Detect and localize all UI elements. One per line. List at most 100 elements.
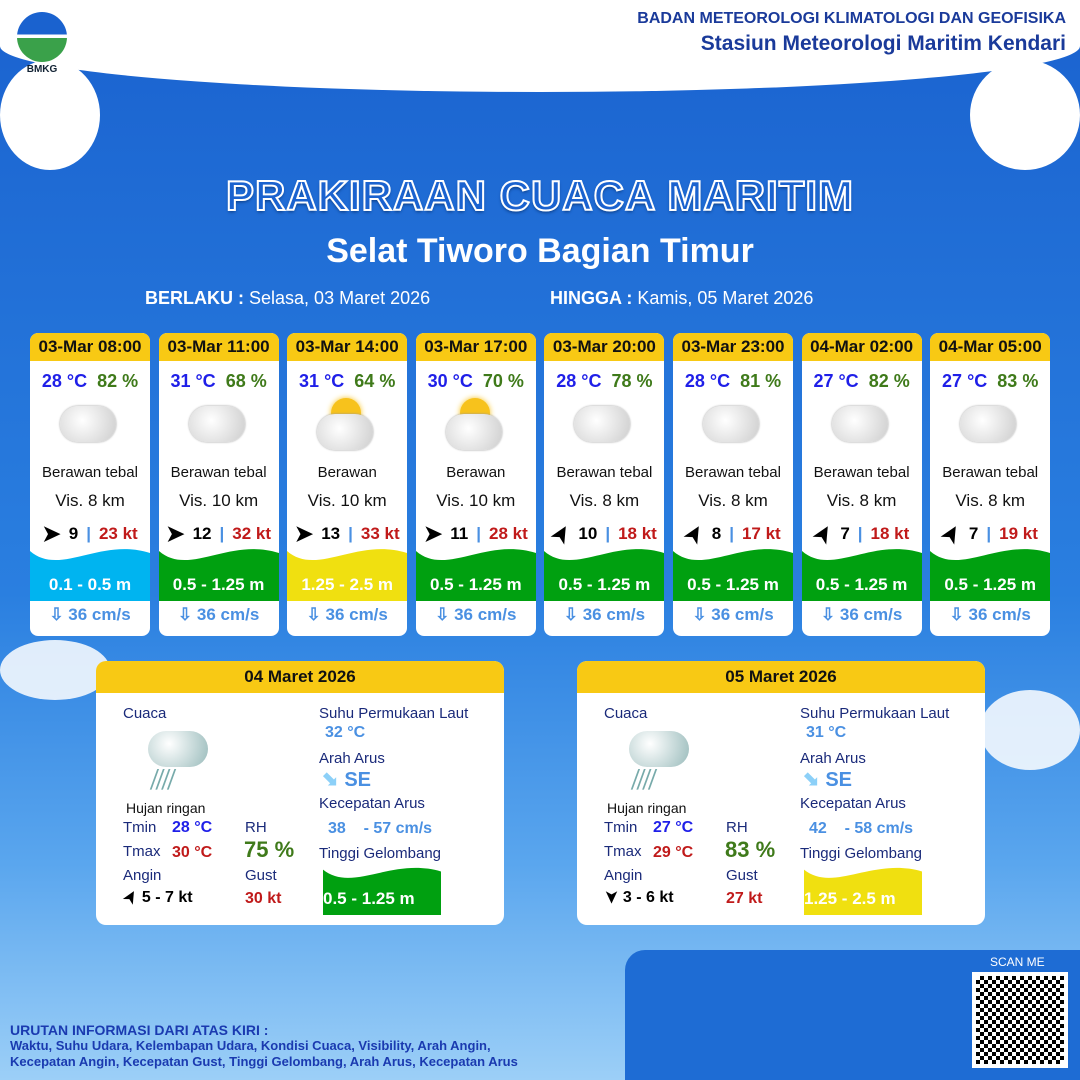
weather-label: Cuaca xyxy=(604,705,648,722)
wind-direction-icon: ➤ xyxy=(423,521,443,546)
cloudy-icon xyxy=(802,392,922,464)
gust-speed: 28 kt xyxy=(489,524,528,543)
gust-speed: 19 kt xyxy=(999,524,1038,543)
humidity: 83 % xyxy=(997,371,1039,391)
wind-direction-icon: ➤ xyxy=(166,521,185,546)
wind-range: ➤ 5 - 7 kt xyxy=(120,887,193,908)
wave-height: 0.5 - 1.25 m xyxy=(323,866,441,915)
forecast-card: 03-Mar 08:00 28 °C 82 % Berawan tebal Vi… xyxy=(30,333,150,636)
gust-speed: 18 kt xyxy=(618,524,657,543)
current-dir-label: Arah Arus xyxy=(319,750,385,767)
day-date: 04 Maret 2026 xyxy=(96,661,504,693)
daily-summary: 04 Maret 2026 Cuaca |||| Hujan ringan Tm… xyxy=(96,661,504,925)
tmin-label: Tmin xyxy=(123,819,157,836)
forecast-card: 03-Mar 14:00 31 °C 64 % Berawan Vis. 10 … xyxy=(287,333,408,636)
wind-speed: 7 xyxy=(840,524,850,543)
qr-code[interactable] xyxy=(972,972,1068,1068)
cloudy-icon xyxy=(930,392,1050,464)
visibility: Vis. 8 km xyxy=(698,491,768,510)
cloud-decoration xyxy=(980,690,1080,770)
wave-label: Tinggi Gelombang xyxy=(800,845,923,862)
visibility: Vis. 8 km xyxy=(55,491,125,510)
tmax: 29 °C xyxy=(653,844,694,861)
cloudy-icon xyxy=(30,392,150,464)
weather-desc: Berawan tebal xyxy=(42,464,138,481)
scan-label: SCAN ME xyxy=(990,955,1045,969)
bmkg-logo: BMKG xyxy=(14,12,70,75)
page-title: PRAKIRAAN CUACA MARITIM xyxy=(225,171,855,220)
cloudy-icon xyxy=(673,392,793,464)
forecast-time: 04-Mar 05:00 xyxy=(930,333,1051,361)
humidity: 64 % xyxy=(354,371,396,391)
forecast-time: 03-Mar 20:00 xyxy=(544,333,665,361)
visibility: Vis. 10 km xyxy=(436,491,516,510)
humidity: 78 % xyxy=(611,371,653,391)
gust: 30 kt xyxy=(245,890,282,907)
arrow-down-icon: ⇩ xyxy=(177,605,193,624)
visibility: Vis. 8 km xyxy=(569,491,640,510)
light-rain-icon xyxy=(629,731,689,767)
air-temp: 27 °C xyxy=(813,371,859,391)
weather-desc: Berawan xyxy=(446,464,506,481)
humidity: 70 % xyxy=(482,371,524,391)
wave-height: 0.5 - 1.25 m xyxy=(801,547,922,601)
air-temp: 28 °C xyxy=(41,371,88,391)
wind-direction-icon: ➤ xyxy=(807,519,839,548)
wind-direction-icon: ➤ xyxy=(935,519,967,548)
valid-to: HINGGA : Kamis, 05 Maret 2026 xyxy=(550,288,814,308)
weather-desc: Berawan tebal xyxy=(685,464,781,481)
area-name: Selat Tiworo Bagian Timur xyxy=(326,232,754,270)
current-speed: ⇩ 36 cm/s xyxy=(820,605,903,624)
air-temp: 30 °C xyxy=(427,371,473,391)
current-speed: ⇩ 36 cm/s xyxy=(949,605,1031,624)
cloudy-icon xyxy=(159,392,279,464)
current-dir: ➡ SE xyxy=(797,766,853,794)
gust-speed: 23 kt xyxy=(98,524,138,543)
weather-desc: Berawan tebal xyxy=(556,464,653,481)
arrow-down-icon: ⇩ xyxy=(563,605,578,624)
humidity: 68 % xyxy=(225,371,267,391)
rain-drops-icon: |||| xyxy=(628,765,661,790)
arrow-down-icon: ⇩ xyxy=(435,605,450,624)
daily-summary: 05 Maret 2026 Cuaca |||| Hujan ringan Tm… xyxy=(577,661,985,925)
wind-direction-icon: ➤ xyxy=(42,521,61,546)
weather-label: Cuaca xyxy=(123,705,167,722)
current-speed-label: Kecepatan Arus xyxy=(800,795,906,812)
visibility: Vis. 8 km xyxy=(826,491,897,510)
gust: 27 kt xyxy=(726,890,763,907)
tmax-label: Tmax xyxy=(123,843,161,860)
rh: 83 % xyxy=(725,837,776,862)
wind-range: ➤ 3 - 6 kt xyxy=(602,889,674,906)
wave-height: 0.1 - 0.5 m xyxy=(30,547,150,601)
forecast-card: 03-Mar 23:00 28 °C 81 % Berawan tebal Vi… xyxy=(673,333,793,636)
wind-direction-icon: ➤ xyxy=(294,521,314,546)
weather-desc: Berawan xyxy=(317,464,377,481)
arrow-down-icon: ⇩ xyxy=(949,605,964,624)
rh: 75 % xyxy=(244,837,295,862)
header: BADAN METEOROLOGI KLIMATOLOGI DAN GEOFIS… xyxy=(637,10,1066,56)
wind-speed: 7 xyxy=(968,524,979,543)
air-temp: 27 °C xyxy=(942,371,988,391)
wave-height: 0.5 - 1.25 m xyxy=(544,547,665,601)
weather-desc: Berawan tebal xyxy=(170,464,267,481)
forecast-time: 03-Mar 08:00 xyxy=(30,333,150,361)
wind-speed: 10 xyxy=(578,524,598,543)
rh-label: RH xyxy=(726,819,748,836)
legend-info: URUTAN INFORMASI DARI ATAS KIRI : Waktu,… xyxy=(10,1022,518,1069)
forecast-time: 03-Mar 14:00 xyxy=(287,333,408,361)
tmax: 30 °C xyxy=(172,844,213,861)
gust-speed: 18 kt xyxy=(870,524,910,543)
gust-speed: 33 kt xyxy=(360,524,400,543)
forecast-card: 03-Mar 11:00 31 °C 68 % Berawan tebal Vi… xyxy=(158,333,279,636)
arrow-down-icon: ⇩ xyxy=(49,605,64,624)
humidity: 81 % xyxy=(740,371,782,391)
current-speed: 38 - 57 cm/s xyxy=(328,820,433,837)
wind-direction-icon: ➤ xyxy=(120,887,142,908)
day-weather: Hujan ringan xyxy=(607,800,687,816)
current-dir-label: Arah Arus xyxy=(800,750,866,767)
gust-label: Gust xyxy=(245,867,277,884)
wave-height: 0.5 - 1.25 m xyxy=(930,547,1051,601)
cloud-decoration xyxy=(970,60,1080,170)
tmin: 28 °C xyxy=(172,819,213,836)
arrow-se-icon: ➡ xyxy=(316,766,344,794)
